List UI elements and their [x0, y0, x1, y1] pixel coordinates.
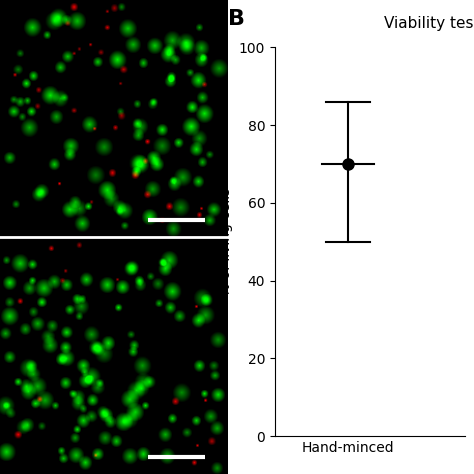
Y-axis label: % of living cells: % of living cells — [219, 188, 233, 296]
Text: Viability tes: Viability tes — [384, 16, 474, 31]
Text: B: B — [228, 9, 245, 28]
